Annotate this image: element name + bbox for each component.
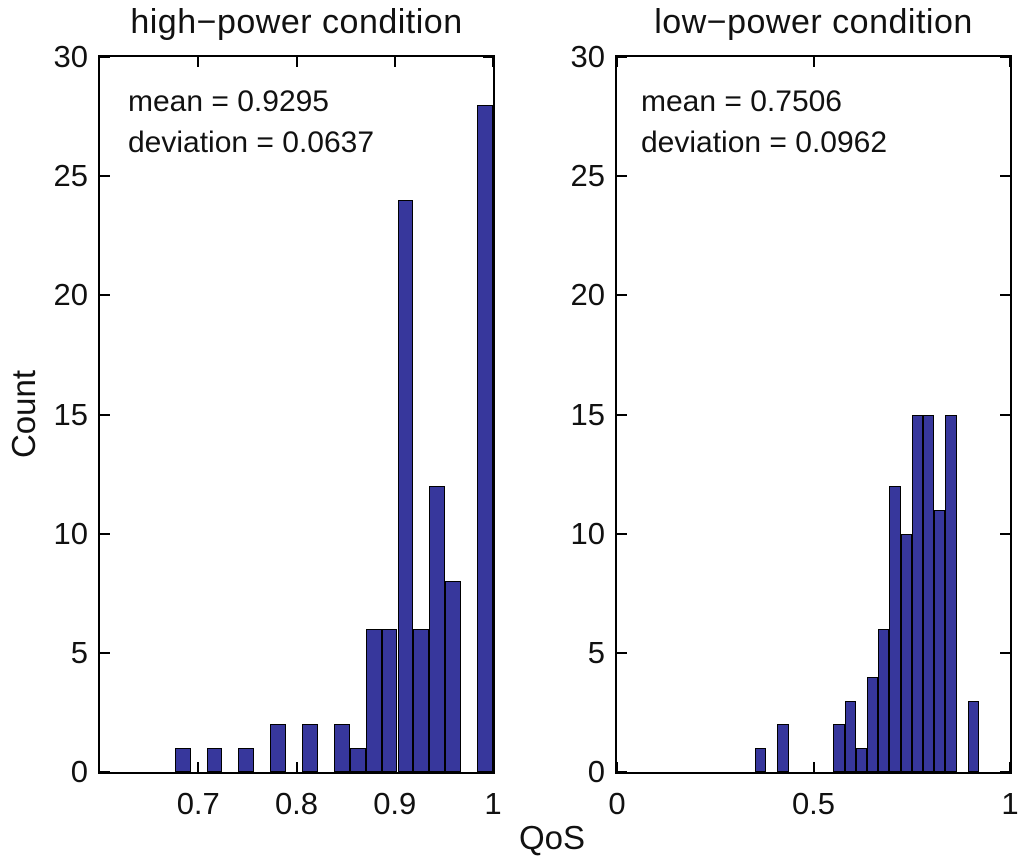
plot-area-high-power: mean = 0.9295 deviation = 0.0637 0.7 0.8 0… bbox=[54, 40, 502, 822]
y-axis-tick bbox=[100, 651, 110, 654]
histogram-bar bbox=[754, 748, 767, 772]
x-axis-tick bbox=[812, 762, 815, 772]
y-axis-tick bbox=[617, 532, 627, 535]
y-tick-label: 15 bbox=[570, 396, 605, 432]
histogram-bar bbox=[381, 629, 398, 772]
y-tick-label: 25 bbox=[570, 158, 605, 194]
x-axis-tick bbox=[492, 762, 494, 772]
deviation-text: deviation = 0.0637 bbox=[128, 126, 375, 159]
mean-text: mean = 0.9295 bbox=[128, 85, 329, 118]
histogram-bar bbox=[445, 581, 462, 772]
x-axis-tick-top bbox=[1009, 57, 1011, 67]
histogram-bar bbox=[889, 486, 901, 772]
histogram-bar bbox=[855, 748, 867, 772]
x-axis-tick bbox=[616, 762, 618, 772]
histogram-bar bbox=[967, 700, 979, 772]
y-axis-tick bbox=[617, 413, 627, 416]
histogram-bar bbox=[922, 414, 935, 772]
x-axis-tick-top bbox=[197, 57, 200, 67]
histogram-bar bbox=[878, 629, 890, 772]
stats-annotation: mean = 0.9295 deviation = 0.0637 bbox=[128, 81, 374, 163]
y-tick-label: 0 bbox=[587, 754, 605, 789]
x-axis-tick-top bbox=[616, 57, 618, 67]
y-axis-tick-right bbox=[1000, 175, 1010, 178]
histogram-bar bbox=[844, 700, 856, 772]
histogram-bar bbox=[900, 533, 912, 772]
y-tick-label: 20 bbox=[53, 277, 88, 313]
y-tick-label: 10 bbox=[570, 515, 605, 551]
y-axis-label: Count bbox=[5, 369, 42, 459]
y-axis-tick-right bbox=[1000, 651, 1010, 654]
x-axis-tick bbox=[295, 762, 298, 772]
y-axis-tick bbox=[617, 651, 627, 654]
x-axis-tick-top bbox=[812, 57, 815, 67]
histogram-bar bbox=[413, 629, 430, 772]
y-axis-tick-right bbox=[1000, 413, 1010, 416]
stats-annotation: mean = 0.7506 deviation = 0.0962 bbox=[641, 81, 887, 163]
y-axis-tick-right bbox=[1000, 532, 1010, 535]
y-axis-tick bbox=[617, 294, 627, 297]
y-tick-label: 30 bbox=[53, 39, 88, 74]
y-axis-tick bbox=[100, 175, 110, 178]
histogram-bar bbox=[365, 629, 382, 772]
y-tick-label: 0 bbox=[70, 754, 88, 789]
x-axis-tick-top bbox=[492, 57, 494, 67]
histogram-bar bbox=[174, 748, 191, 772]
y-axis-tick bbox=[100, 771, 110, 773]
y-tick-label: 30 bbox=[570, 39, 605, 74]
x-tick-label: 1 bbox=[484, 786, 502, 821]
y-tick-label: 20 bbox=[570, 277, 605, 313]
x-tick-label: 0.8 bbox=[274, 786, 319, 821]
y-tick-label: 5 bbox=[587, 634, 605, 670]
y-axis-tick-right bbox=[483, 56, 493, 58]
x-axis-tick-top bbox=[393, 57, 396, 67]
x-axis-tick bbox=[1009, 762, 1011, 772]
x-axis-label: QoS bbox=[518, 819, 586, 856]
plot-title-low-power: low−power condition bbox=[654, 3, 973, 41]
y-tick-label: 15 bbox=[53, 396, 88, 432]
histogram-bar bbox=[911, 414, 923, 772]
plot-area-low-power: mean = 0.7506 deviation = 0.0962 0 0.5 1 0 5… bbox=[571, 40, 1019, 822]
x-tick-label: 0.9 bbox=[373, 786, 417, 821]
y-axis-tick-right bbox=[1000, 294, 1010, 297]
histogram-bar bbox=[302, 724, 318, 772]
x-axis-tick bbox=[197, 762, 200, 772]
histogram-bar bbox=[945, 414, 957, 772]
mean-text: mean = 0.7506 bbox=[641, 85, 842, 118]
plot-title-high-power: high−power condition bbox=[130, 3, 463, 41]
y-tick-label: 5 bbox=[70, 634, 88, 670]
histogram-bar bbox=[206, 748, 223, 772]
deviation-text: deviation = 0.0962 bbox=[641, 126, 888, 159]
histogram-bar bbox=[477, 104, 493, 772]
histogram-bar bbox=[333, 724, 350, 772]
histogram-bar bbox=[777, 724, 789, 772]
x-tick-label: 0 bbox=[608, 786, 626, 821]
y-axis-tick bbox=[100, 294, 110, 297]
histogram-bar bbox=[866, 676, 879, 772]
y-axis-tick bbox=[100, 56, 110, 58]
y-axis-tick bbox=[100, 532, 110, 535]
x-tick-label: 1 bbox=[1001, 786, 1019, 821]
y-axis-tick bbox=[617, 175, 627, 178]
histogram-bar bbox=[238, 748, 255, 772]
y-axis-tick-right bbox=[483, 771, 493, 773]
histogram-bar bbox=[397, 200, 414, 772]
y-axis-tick bbox=[617, 56, 627, 58]
x-tick-label: 0.7 bbox=[176, 786, 220, 821]
y-axis-tick bbox=[100, 413, 110, 416]
histogram-bar bbox=[934, 509, 946, 772]
y-axis-tick bbox=[617, 771, 627, 773]
histogram-bar bbox=[349, 748, 366, 772]
x-axis-tick-top bbox=[295, 57, 298, 67]
y-axis-tick-right bbox=[1000, 56, 1010, 58]
x-tick-label: 0.5 bbox=[791, 786, 836, 821]
histogram-bar bbox=[429, 486, 446, 772]
histogram-bar bbox=[270, 724, 287, 772]
histogram-bar bbox=[833, 724, 845, 772]
y-tick-label: 10 bbox=[53, 515, 88, 551]
y-axis-tick-right bbox=[1000, 771, 1010, 773]
y-tick-label: 25 bbox=[53, 158, 88, 194]
